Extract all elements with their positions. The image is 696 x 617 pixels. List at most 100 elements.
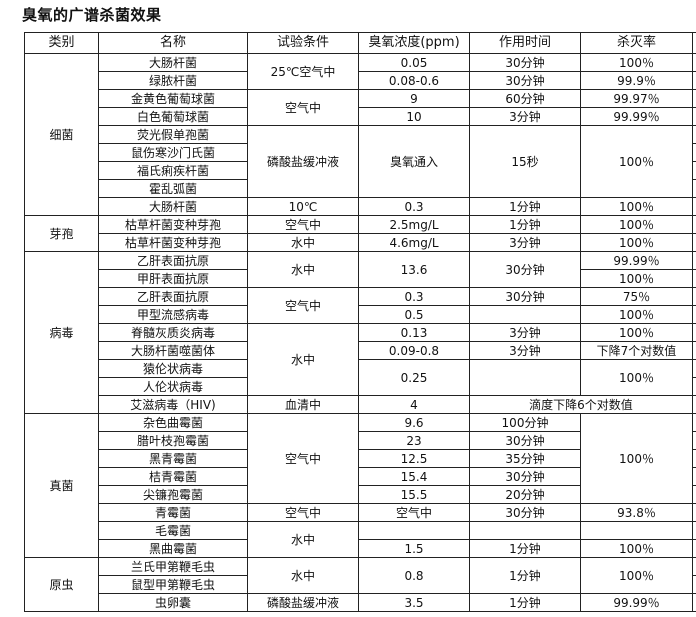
- extra-column-cell: [692, 521, 696, 540]
- organism-name-cell: 绿脓杆菌: [98, 71, 248, 90]
- table-row: 脊髓灰质炎病毒 水中 0.13 3分钟 100％: [25, 323, 696, 396]
- table-cell: 空气中: [247, 287, 359, 324]
- extra-column-cell: [692, 395, 696, 414]
- header-duration: 作用时间: [469, 32, 581, 54]
- table-row: 尖镰孢霉菌 15.5 20分钟: [25, 485, 696, 504]
- table-cell: 99.9％: [580, 71, 693, 90]
- organism-name-cell: 黑青霉菌: [98, 449, 248, 468]
- extra-column-cell: [692, 89, 696, 108]
- organism-name-cell: 金黄色葡萄球菌: [98, 89, 248, 108]
- extra-column-cell: [692, 179, 696, 198]
- table-cell: 1分钟: [469, 215, 581, 234]
- table-cell: 1.5: [358, 539, 470, 558]
- table-cell: 100％: [580, 125, 693, 198]
- table-cell: 15.5: [358, 485, 470, 504]
- organism-name-cell: 虫卵囊: [98, 593, 248, 612]
- table-cell: 0.13: [358, 323, 470, 342]
- table-cell: 磷酸盐缓冲液: [247, 125, 359, 198]
- table-cell: 60分钟: [469, 89, 581, 108]
- table-row: 细菌 大肠杆菌 25℃空气中 0.05 30分钟 100％: [24, 53, 696, 216]
- table-row: 原虫 兰氏甲第鞭毛虫 水中 0.8 1分钟 100％: [24, 557, 696, 612]
- organism-name-cell: 兰氏甲第鞭毛虫: [98, 557, 248, 576]
- table-row: 福氏痢疾杆菌: [25, 161, 696, 180]
- table-cell: 100％: [580, 233, 693, 252]
- table-cell: 1分钟: [469, 197, 581, 216]
- table-cell: 血清中: [247, 395, 359, 414]
- header-category: 类别: [24, 32, 99, 54]
- extra-column-cell: [692, 485, 696, 504]
- organism-name-cell: 甲肝表面抗原: [98, 269, 248, 288]
- organism-name-cell: 脊髓灰质炎病毒: [98, 323, 248, 342]
- category-cell: 真菌: [24, 413, 99, 558]
- extra-column-cell: [692, 161, 696, 180]
- organism-name-cell: 猿伦状病毒: [98, 359, 248, 378]
- table-cell: 93.8％: [580, 503, 693, 522]
- table-cell: 2.5mg/L: [358, 215, 470, 234]
- table-row: 艾滋病毒（HIV) 血清中 4 滴度下降6个对数值: [25, 395, 696, 414]
- organism-name-cell: 乙肝表面抗原: [98, 287, 248, 306]
- table-cell: 100％: [580, 539, 693, 558]
- table-cell: 0.5: [358, 305, 470, 324]
- table-cell: 空气中: [358, 503, 470, 522]
- table-cell: 25℃空气中: [247, 53, 359, 90]
- table-cell: 3分钟: [469, 323, 581, 342]
- table-cell: 滴度下降6个对数值: [469, 395, 693, 414]
- extra-column-cell: [692, 53, 696, 72]
- table-cell: 100％: [580, 215, 693, 234]
- table-row: 黑曲霉菌 1.5 1分钟 100％: [25, 539, 696, 558]
- header-condition: 试验条件: [247, 32, 359, 54]
- table-cell: 0.3: [358, 287, 470, 306]
- extra-column-cell: [692, 575, 696, 594]
- organism-name-cell: 大肠杆菌: [98, 197, 248, 216]
- category-cell: 病毒: [24, 251, 99, 414]
- table-cell: 100％: [580, 53, 693, 72]
- table-cell: 99.99％: [580, 593, 693, 612]
- table-cell: 3分钟: [469, 233, 581, 252]
- organism-name-cell: 枯草杆菌变种芽孢: [98, 215, 248, 234]
- organism-name-cell: 大肠杆菌噬菌体: [98, 341, 248, 360]
- table-row: 青霉菌 空气中 空气中 30分钟 93.8％: [25, 503, 696, 522]
- table-row: 绿脓杆菌 0.08-0.6 30分钟 99.9％: [25, 71, 696, 90]
- organism-name-cell: 尖镰孢霉菌: [98, 485, 248, 504]
- table-cell: 3.5: [358, 593, 470, 612]
- table-row: 桔青霉菌 15.4 30分钟: [25, 467, 696, 486]
- table-row: 甲型流感病毒 0.5 100％: [25, 305, 696, 324]
- table-cell: 水中: [247, 251, 359, 288]
- table-row: 猿伦状病毒 0.25 100％: [25, 359, 696, 396]
- organism-name-cell: 青霉菌: [98, 503, 248, 522]
- table-cell: 水中: [247, 521, 359, 558]
- header-concentration: 臭氧浓度(ppm): [358, 32, 470, 54]
- table-row: 大肠杆菌噬菌体 0.09-0.8 3分钟 下降7个对数值: [25, 341, 696, 360]
- page-title: 臭氧的广谱杀菌效果: [22, 6, 162, 24]
- extra-column-cell: [692, 215, 696, 234]
- organism-name-cell: 鼠型甲第鞭毛虫: [98, 575, 248, 594]
- table-cell: 3分钟: [469, 107, 581, 126]
- table-cell: 0.8: [358, 557, 470, 594]
- table-cell: 100％: [580, 269, 693, 288]
- ozone-sterilization-table: 类别 名称 试验条件 臭氧浓度(ppm) 作用时间 杀灭率 细菌 大肠杆菌 25℃空气中 0.0…: [24, 32, 696, 612]
- table-row: 毛霉菌 水中: [25, 521, 696, 558]
- table-cell: 30分钟: [469, 53, 581, 72]
- extra-column-cell: [692, 413, 696, 432]
- table-cell: 100％: [580, 305, 693, 324]
- extra-column-cell: [692, 71, 696, 90]
- table-cell: 3分钟: [469, 341, 581, 360]
- organism-name-cell: 毛霉菌: [98, 521, 248, 540]
- extra-column-cell: [692, 269, 696, 288]
- table-cell: 100％: [580, 197, 693, 216]
- table-cell: 13.6: [358, 251, 470, 288]
- extra-column-cell: [692, 503, 696, 522]
- table-cell: 100％: [580, 557, 693, 594]
- table-cell: 10℃: [247, 197, 359, 216]
- table-cell: 0.25: [358, 359, 470, 396]
- table-row: 真菌 杂色曲霉菌 空气中 9.6 100分钟 100％: [24, 413, 696, 558]
- table-cell: [580, 521, 693, 540]
- table-cell: 0.3: [358, 197, 470, 216]
- organism-name-cell: 鼠伤寒沙门氏菌: [98, 143, 248, 162]
- table-row: 枯草杆菌变种芽孢 水中 4.6mg/L 3分钟 100％: [25, 233, 696, 252]
- organism-name-cell: 霍乱弧菌: [98, 179, 248, 198]
- organism-name-cell: 荧光假单孢菌: [98, 125, 248, 144]
- extra-column-cell: [692, 377, 696, 396]
- extra-column-cell: [692, 359, 696, 378]
- header-row: 类别 名称 试验条件 臭氧浓度(ppm) 作用时间 杀灭率: [24, 32, 696, 54]
